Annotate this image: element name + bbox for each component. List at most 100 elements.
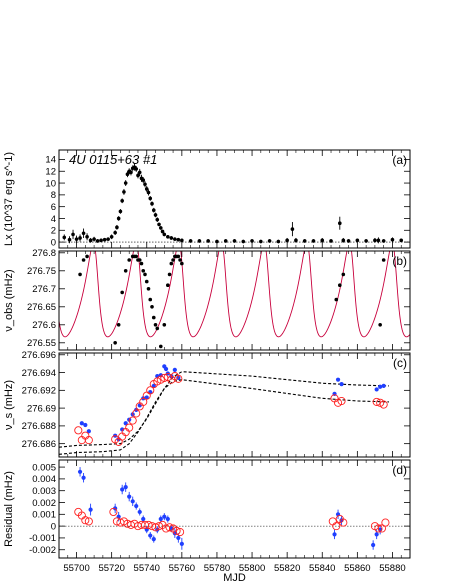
data-point: [153, 213, 158, 217]
data-point: [232, 239, 237, 243]
data-point: [116, 323, 121, 327]
data-point: [99, 238, 103, 243]
data-point: [329, 239, 333, 243]
data-point: [84, 436, 93, 445]
data-point: [83, 422, 88, 428]
y-tick-label: 12: [45, 167, 56, 178]
data-point: [294, 238, 298, 243]
data-point: [62, 235, 67, 240]
panel-d: 55700 55720 55740 55760 55780 55800 55820 55840…: [3, 459, 411, 574]
data-point: [67, 237, 72, 242]
data-point: [169, 261, 174, 266]
data-point: [153, 323, 158, 327]
y-tick-label: 0.003: [32, 486, 56, 497]
panel-frame: [58, 352, 411, 458]
data-point: [134, 254, 139, 259]
y-tick-label: 0.004: [32, 474, 56, 485]
series-2: [74, 372, 388, 446]
data-point: [74, 237, 79, 241]
y-tick-label: 0.002: [32, 498, 56, 509]
y-tick-label: 276.69: [27, 403, 56, 414]
data-point: [118, 209, 123, 214]
data-point: [137, 258, 142, 262]
data-point: [148, 297, 153, 302]
plot-area: [59, 467, 410, 550]
y-axis-label: Residual (mHz): [3, 471, 15, 547]
data-point: [139, 397, 148, 406]
data-point: [165, 516, 170, 522]
data-point: [95, 239, 100, 243]
data-point: [338, 221, 342, 226]
data-point: [346, 239, 351, 243]
x-axis-label: MJD: [223, 572, 246, 584]
data-point: [151, 523, 160, 532]
data-point: [390, 237, 395, 242]
data-point: [320, 238, 325, 243]
data-point: [85, 254, 89, 259]
data-point: [157, 222, 161, 227]
panel-title: 4U 0115+63 #1: [69, 152, 157, 167]
data-point: [311, 239, 316, 243]
data-point: [116, 216, 121, 221]
x-tick-label: 55700: [63, 563, 89, 574]
data-point: [127, 258, 131, 262]
data-point: [88, 238, 93, 243]
data-point: [290, 227, 295, 231]
data-point: [78, 236, 82, 240]
data-point: [120, 427, 125, 432]
y-tick-label: 276.75: [27, 266, 56, 277]
data-point: [169, 236, 174, 240]
data-point: [125, 423, 134, 432]
data-point: [158, 516, 163, 522]
data-point: [74, 426, 83, 435]
data-point: [176, 535, 181, 541]
data-point: [180, 261, 184, 266]
data-point: [81, 258, 86, 262]
data-point: [332, 522, 341, 531]
plot-area: [59, 251, 410, 349]
data-point: [374, 524, 383, 533]
data-point: [132, 409, 141, 418]
data-point: [174, 374, 183, 383]
x-tick-label: 55800: [239, 563, 265, 574]
data-point: [144, 520, 153, 529]
data-point: [85, 234, 89, 239]
data-point: [188, 239, 193, 243]
data-point: [144, 395, 149, 400]
data-point: [120, 198, 124, 203]
data-point: [171, 258, 175, 262]
model-curve-2: [59, 379, 389, 455]
plot-area: [59, 163, 410, 244]
y-tick-label: 276.8: [32, 248, 56, 259]
series-1: [79, 364, 386, 442]
data-point: [130, 499, 135, 504]
y-tick-label: 8: [51, 190, 56, 201]
data-point: [137, 170, 142, 175]
data-point: [128, 416, 137, 425]
data-point: [143, 272, 147, 277]
y-axis-label: Lx (10^37 erg s^-1): [3, 152, 15, 246]
y-tick-label: 0: [51, 237, 56, 248]
data-point: [137, 509, 142, 515]
panel-label: (b): [392, 254, 407, 268]
data-point: [106, 237, 110, 241]
x-tick-label: 55740: [134, 563, 160, 574]
x-tick-label: 55760: [169, 563, 195, 574]
data-point: [173, 237, 177, 241]
data-point: [151, 315, 156, 320]
panel-label: (d): [392, 463, 407, 477]
y-tick-label: 276.694: [22, 368, 56, 379]
plot-area: [59, 364, 389, 455]
data-point: [81, 516, 90, 525]
data-point: [197, 239, 202, 243]
data-point: [285, 238, 289, 243]
y-tick-label: 6: [51, 202, 56, 213]
data-point: [241, 239, 246, 244]
data-point: [158, 344, 163, 349]
data-point: [371, 542, 376, 548]
x-tick-label: 55880: [379, 563, 405, 574]
x-tick-label: 55840: [309, 563, 335, 574]
data-point: [373, 238, 377, 243]
data-point: [81, 231, 86, 236]
